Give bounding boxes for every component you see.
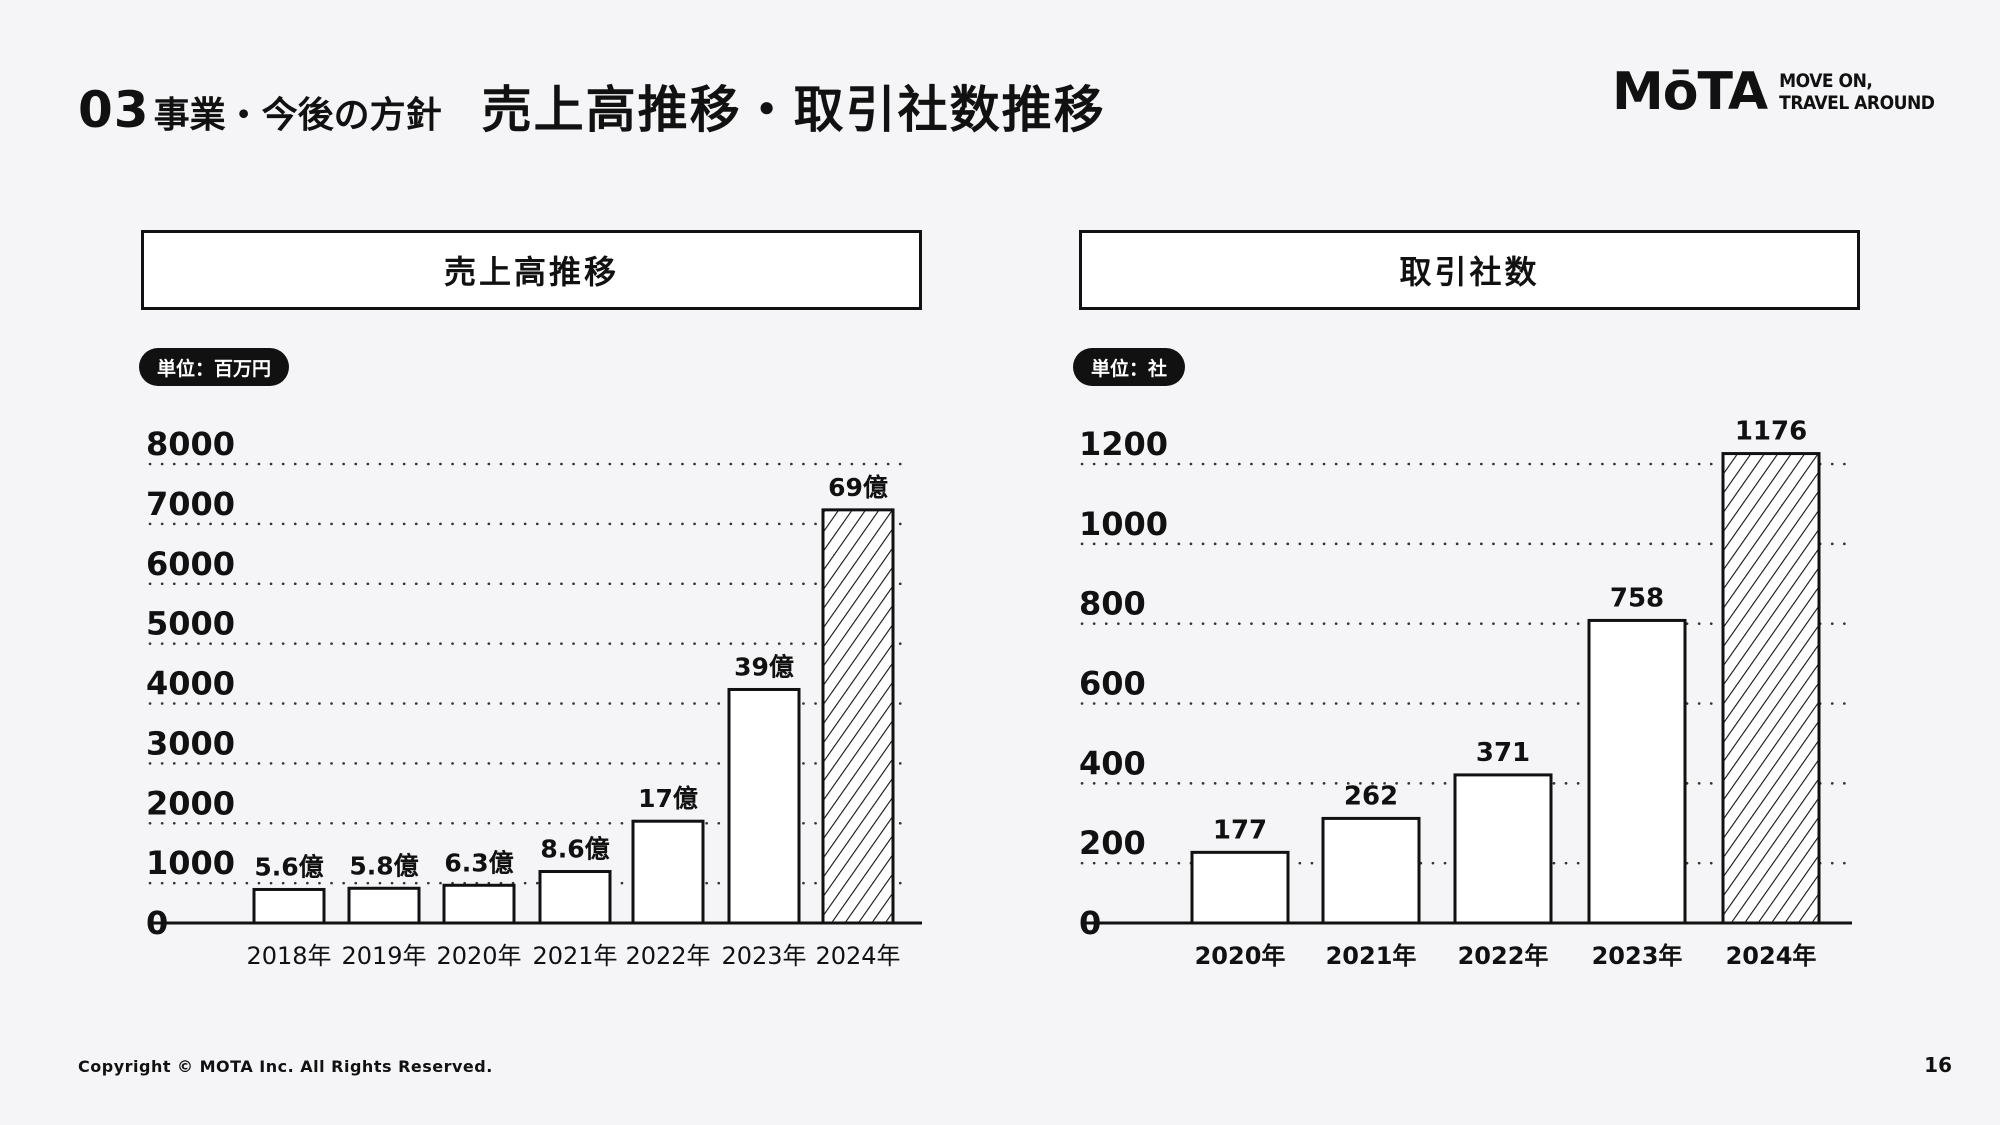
footer-copyright: Copyright © MOTA Inc. All Rights Reserve…	[78, 1057, 493, 1076]
chart-1-ytick-label: 1000	[146, 844, 235, 882]
chart-1-data-label: 8.6億	[540, 835, 609, 864]
chart-1-bar	[631, 819, 705, 925]
chart-2-title-box: 取引社数	[1079, 230, 1860, 310]
chart-2-ytick-label: 1200	[1079, 425, 1168, 463]
chart-1-category-label: 2018年	[246, 942, 331, 970]
chart-1-unit: 単位：百万円	[157, 357, 272, 380]
chart-2-unit: 単位：社	[1091, 357, 1168, 380]
chart-1-category-label: 2019年	[341, 942, 426, 970]
chart-2-data-label: 371	[1476, 738, 1530, 768]
chart-1-data-label: 17億	[638, 784, 698, 813]
chart-2-bar	[1587, 618, 1687, 925]
chart-2-bar	[1453, 773, 1553, 925]
chart-2-ytick-label: 600	[1079, 665, 1146, 703]
chart-2-unit-badge: 単位：社	[1073, 348, 1186, 386]
chart-1-bar	[347, 886, 421, 925]
logo-mark: MōTA	[1612, 62, 1768, 122]
chart-2-category-label: 2023年	[1592, 942, 1683, 970]
chart-1-category-label: 2022年	[625, 942, 710, 970]
chart-2-bar	[1190, 850, 1290, 925]
section-name: 事業・今後の方針	[153, 95, 442, 136]
chart-1-ytick-label: 6000	[146, 545, 235, 583]
chart-1-category-label: 2024年	[815, 942, 900, 970]
mota-logo: MōTA MOVE ON, TRAVEL AROUND	[1612, 62, 1935, 122]
chart-2-ytick-label: 200	[1079, 824, 1146, 862]
chart-1-title: 売上高推移	[443, 253, 619, 291]
chart-2-category-label: 2022年	[1458, 942, 1549, 970]
chart-1-ytick-label: 8000	[146, 425, 235, 463]
chart-1-ytick-label: 3000	[146, 724, 235, 762]
chart-2-category-label: 2020年	[1195, 942, 1286, 970]
chart-1-category-label: 2020年	[436, 942, 521, 970]
chart-2-data-label: 177	[1213, 815, 1267, 845]
chart-1-bar	[252, 887, 326, 925]
chart-1-data-label: 6.3億	[444, 848, 513, 877]
chart-1-ytick-label: 5000	[146, 605, 235, 643]
page-number: 16	[1924, 1053, 1952, 1077]
chart-1-ytick-label: 4000	[146, 665, 235, 703]
logo-tagline: MOVE ON, TRAVEL AROUND	[1779, 70, 1935, 114]
chart-1-unit-badge: 単位：百万円	[139, 348, 290, 386]
chart-2-category-label: 2024年	[1726, 942, 1817, 970]
chart-2-data-label: 262	[1344, 781, 1398, 811]
chart-2-bar	[1721, 452, 1821, 925]
chart-2-ytick-label: 1000	[1079, 505, 1168, 543]
chart-2-title: 取引社数	[1399, 253, 1540, 291]
chart-1-data-label: 5.6億	[254, 852, 323, 881]
chart-1-ytick-label: 7000	[146, 485, 235, 523]
chart-2-bar	[1321, 816, 1421, 925]
chart-1-category-label: 2021年	[532, 942, 617, 970]
chart-2-ytick-label: 800	[1079, 585, 1146, 623]
chart-1-data-label: 5.8億	[349, 851, 418, 880]
chart-2-data-label: 758	[1610, 583, 1664, 613]
chart-1-category-label: 2023年	[721, 942, 806, 970]
chart-1-title-box: 売上高推移	[141, 230, 922, 310]
slide-header: 03 事業・今後の方針 売上高推移・取引社数推移	[78, 70, 1106, 142]
logo-tagline-line2: TRAVEL AROUND	[1779, 92, 1935, 114]
chart-1-ytick-label: 2000	[146, 784, 235, 822]
chart-2-ytick-label: 400	[1079, 744, 1146, 782]
chart-2-category-label: 2021年	[1326, 942, 1417, 970]
section-number: 03	[78, 81, 150, 139]
page-title: 売上高推移・取引社数推移	[481, 81, 1106, 139]
chart-2-data-label: 1176	[1735, 417, 1807, 447]
logo-tagline-line1: MOVE ON,	[1779, 70, 1873, 92]
chart-1-data-label: 39億	[734, 652, 794, 681]
chart-1-data-label: 69億	[828, 473, 888, 502]
